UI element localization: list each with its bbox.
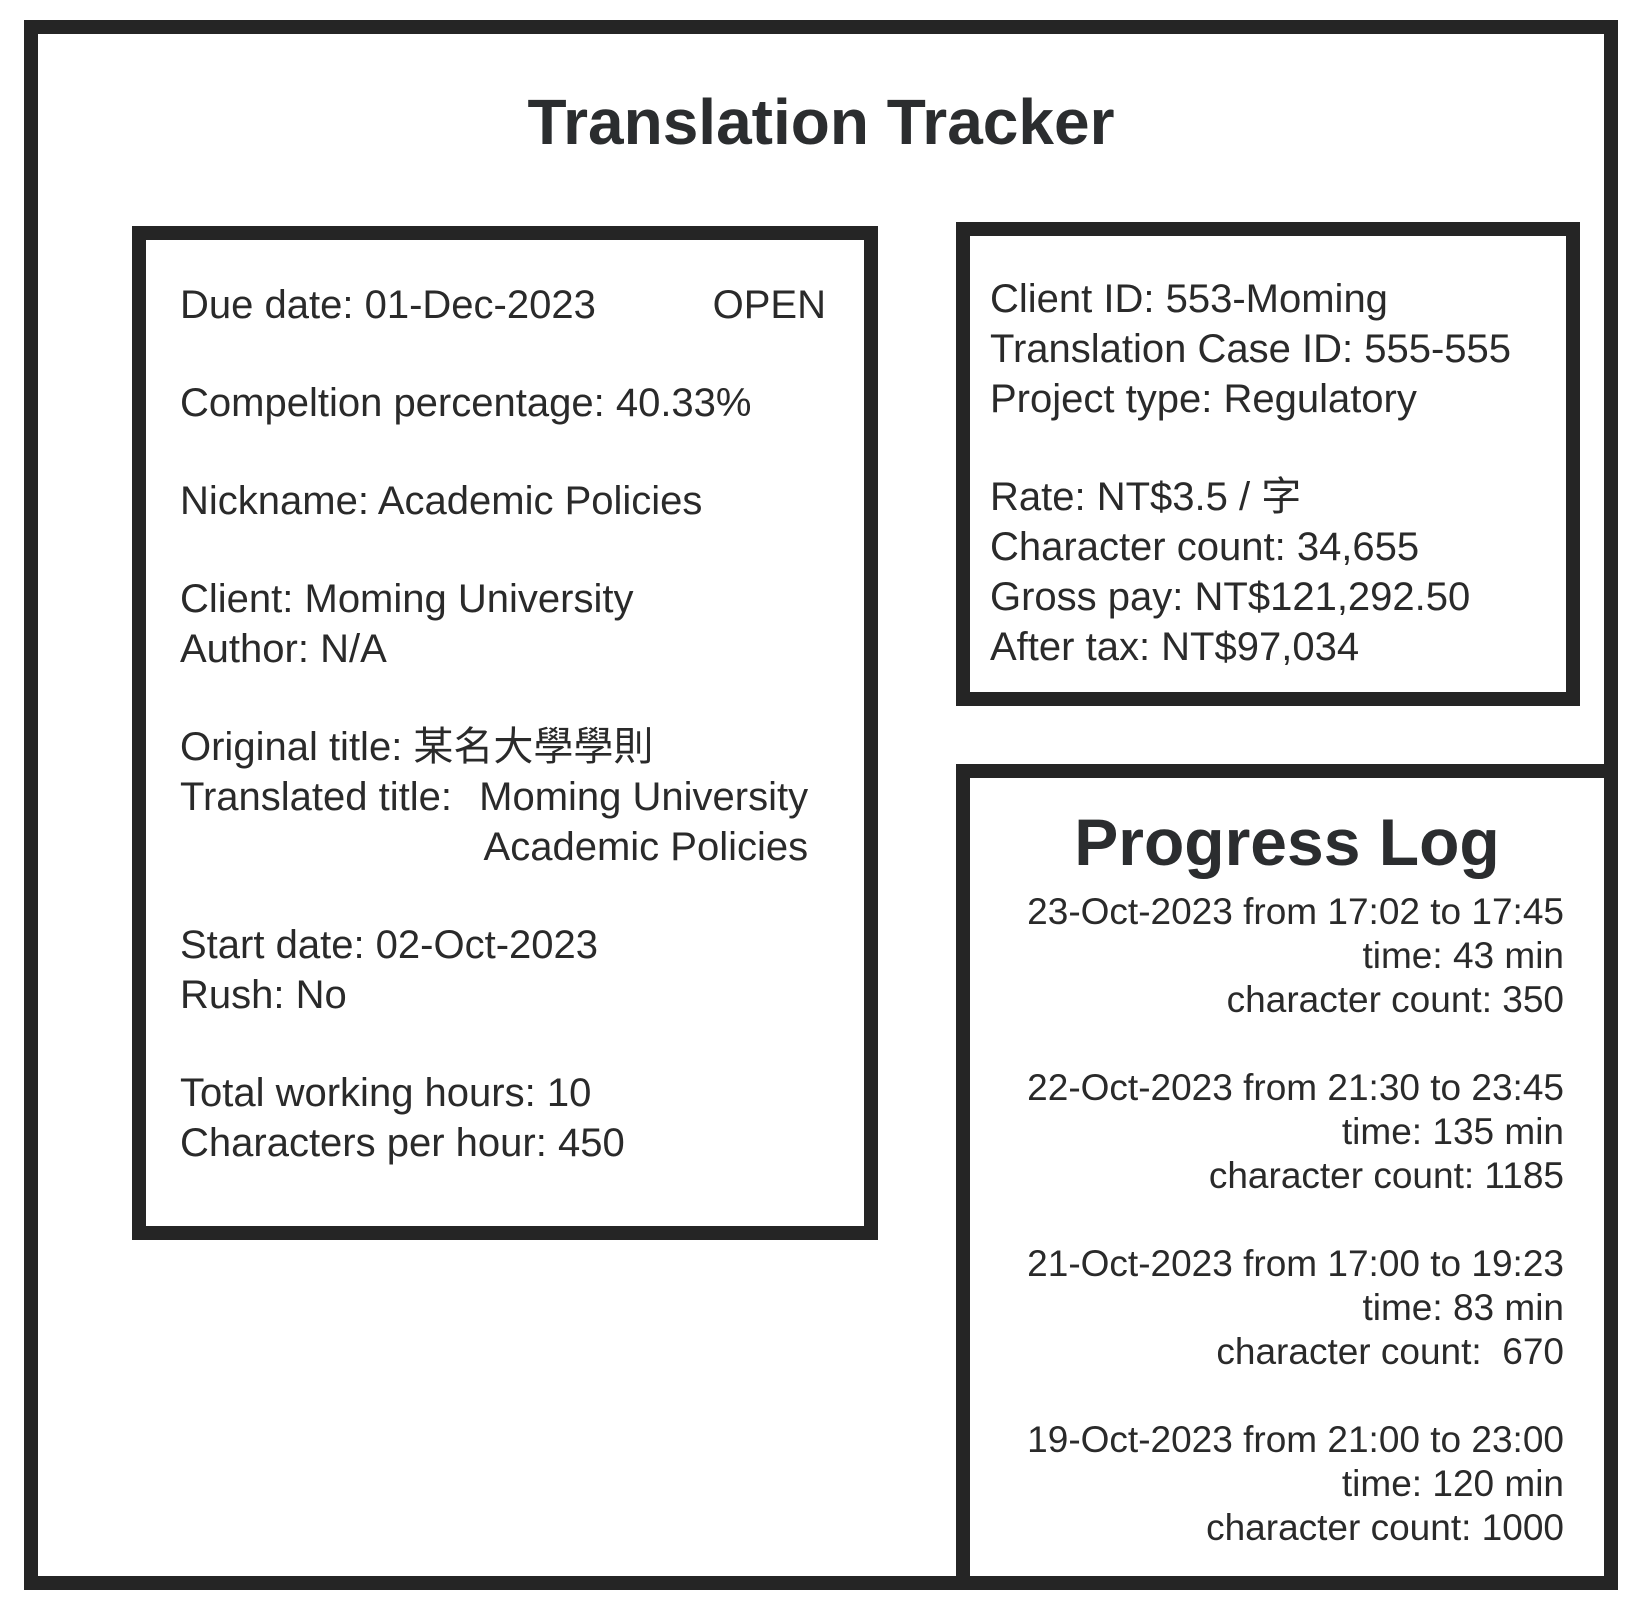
after-tax: After tax: NT$97,034 xyxy=(990,625,1360,669)
character-count: Character count: 34,655 xyxy=(990,525,1420,569)
start-date: Start date: 02-Oct-2023 xyxy=(180,923,599,967)
nickname: Nickname: Academic Policies xyxy=(180,479,703,523)
translated-title-label: Translated title: xyxy=(180,775,452,819)
translated-title-value: Moming University Academic Policies xyxy=(479,775,809,869)
project-type: Project type: Regulatory xyxy=(990,377,1417,421)
total-working-hours: Total working hours: 10 xyxy=(180,1071,592,1115)
gross-pay: Gross pay: NT$121,292.50 xyxy=(990,575,1471,619)
page-title: Translation Tracker xyxy=(527,86,1115,158)
log-entry-count: character count: 350 xyxy=(1226,979,1564,1020)
log-entry-time: time: 120 min xyxy=(1341,1463,1564,1504)
rate: Rate: NT$3.5 / 字 xyxy=(990,475,1302,519)
tracker-frame: Translation Tracker Due date: 01-Dec-202… xyxy=(24,20,1618,1590)
due-date: Due date: 01-Dec-2023 xyxy=(180,283,596,327)
billing-panel: Client ID: 553-Moming Translation Case I… xyxy=(956,222,1580,706)
log-entry-time: time: 83 min xyxy=(1362,1287,1564,1328)
author: Author: N/A xyxy=(180,627,387,671)
progress-log-panel: Progress Log 23-Oct-2023 from 17:02 to 1… xyxy=(956,764,1618,1590)
log-entry-when: 22-Oct-2023 from 21:30 to 23:45 xyxy=(1027,1067,1564,1108)
log-entry-time: time: 43 min xyxy=(1362,935,1564,976)
status-badge: OPEN xyxy=(712,283,826,327)
client: Client: Moming University xyxy=(180,577,634,621)
log-entry-when: 23-Oct-2023 from 17:02 to 17:45 xyxy=(1027,891,1564,932)
log-entry: 19-Oct-2023 from 21:00 to 23:00 time: 12… xyxy=(1010,1418,1564,1550)
log-entry: 21-Oct-2023 from 17:00 to 19:23 time: 83… xyxy=(1010,1242,1564,1374)
progress-log-title: Progress Log xyxy=(1074,805,1500,879)
log-entry-when: 21-Oct-2023 from 17:00 to 19:23 xyxy=(1027,1243,1564,1284)
log-entry-count: character count: 1185 xyxy=(1208,1155,1564,1196)
details-panel: Due date: 01-Dec-2023 OPEN Compeltion pe… xyxy=(132,226,878,1240)
due-date-row: Due date: 01-Dec-2023 OPEN xyxy=(180,280,834,330)
log-entry: 23-Oct-2023 from 17:02 to 17:45 time: 43… xyxy=(1010,890,1564,1022)
log-entry-when: 19-Oct-2023 from 21:00 to 23:00 xyxy=(1027,1419,1564,1460)
completion-percentage: Compeltion percentage: 40.33% xyxy=(180,381,752,425)
rush: Rush: No xyxy=(180,973,347,1017)
log-entry-count: character count: 1000 xyxy=(1206,1507,1564,1548)
original-title: Original title: 某名大學學則 xyxy=(180,725,654,769)
log-entry-count: character count: 670 xyxy=(1216,1331,1564,1372)
client-id: Client ID: 553-Moming xyxy=(990,277,1388,321)
log-entry: 22-Oct-2023 from 21:30 to 23:45 time: 13… xyxy=(1010,1066,1564,1198)
translation-case-id: Translation Case ID: 555-555 xyxy=(990,327,1512,371)
translated-title-row: Translated title: Moming University Acad… xyxy=(180,772,834,872)
characters-per-hour: Characters per hour: 450 xyxy=(180,1121,625,1165)
log-entry-time: time: 135 min xyxy=(1341,1111,1564,1152)
